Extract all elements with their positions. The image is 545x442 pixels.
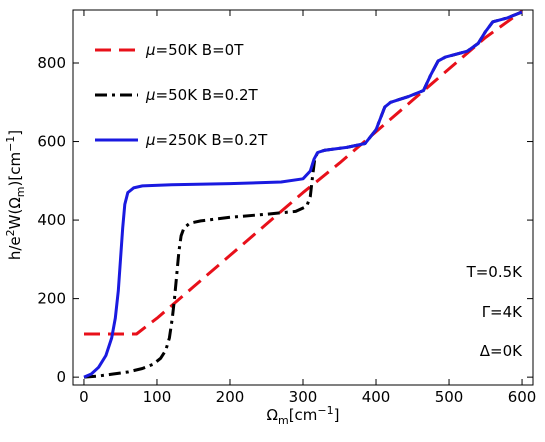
legend-label-2: μ=250K B=0.2T: [145, 131, 268, 149]
annotations: T=0.5K Γ=4K Δ=0K: [466, 263, 524, 360]
series-line-2: [83, 10, 523, 379]
x-tick-label: 600: [508, 388, 537, 406]
x-tick-label: 300: [289, 388, 318, 406]
y-tick-label: 0: [56, 368, 66, 386]
annotation-2: Δ=0K: [480, 342, 523, 360]
y-tick-label: 800: [37, 54, 66, 72]
annotation-0: T=0.5K: [466, 263, 524, 281]
y-axis-title: h/e2W(Ωm)[cm−1]: [4, 130, 27, 260]
legend-label-0: μ=50K B=0T: [145, 41, 244, 59]
y-tick-label: 200: [37, 290, 66, 308]
x-tick-label: 200: [216, 388, 245, 406]
legend-label-1: μ=50K B=0.2T: [145, 86, 259, 104]
series-line-0: [84, 9, 523, 336]
y-tick-label: 400: [37, 211, 66, 229]
y-tick-label: 600: [37, 133, 66, 151]
annotation-1: Γ=4K: [482, 303, 523, 321]
x-tick-label: 100: [143, 388, 172, 406]
x-tick-label: 0: [79, 388, 89, 406]
curves: [83, 9, 523, 379]
x-tick-label: 500: [435, 388, 464, 406]
axis-ticks: 0 100 200 300 400 500 600 0 200 400 600 800: [37, 10, 536, 406]
legend: μ=50K B=0T μ=50K B=0.2T μ=250K B=0.2T: [95, 41, 268, 149]
x-axis-title: Ωm[cm−1]: [267, 404, 340, 427]
x-tick-label: 400: [362, 388, 391, 406]
